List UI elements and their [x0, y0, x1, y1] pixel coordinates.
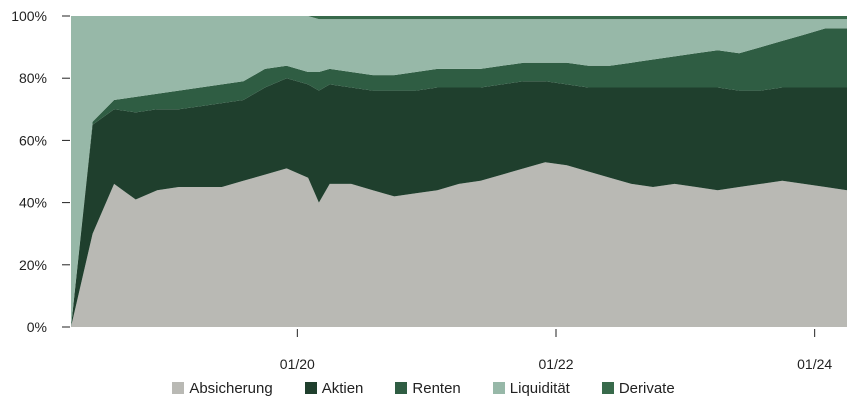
legend-item-renten: Renten: [395, 379, 461, 397]
y-tick-label: 20%: [19, 257, 47, 273]
x-tick-label: 01/24: [797, 356, 832, 372]
series-area-derivate: [71, 16, 847, 20]
legend-label: Aktien: [321, 379, 364, 397]
y-tick-label: 60%: [19, 132, 47, 148]
y-axis: 0% 20% 40% 60% 80% 100%: [11, 8, 70, 335]
stacked-area-chart: 0% 20% 40% 60% 80% 100% 01/20 01/22 01/24: [11, 8, 847, 372]
y-tick-label: 100%: [11, 8, 47, 24]
legend-swatch: [601, 382, 614, 394]
legend-label: Derivate: [618, 379, 675, 397]
legend-item-liquidität: Liquidität: [492, 379, 570, 397]
series-area-renten: [71, 28, 847, 328]
y-tick-label: 80%: [19, 70, 47, 86]
x-tick-label: 01/22: [538, 356, 573, 372]
legend-label: Absicherung: [189, 379, 273, 397]
series-areas: [71, 16, 847, 328]
legend-item-derivate: Derivate: [601, 379, 675, 397]
series-area-liquidität: [71, 16, 847, 327]
series-area-aktien: [71, 78, 847, 327]
series-area-absicherung: [71, 162, 847, 327]
legend-item-aktien: Aktien: [304, 379, 364, 397]
legend-swatch: [172, 382, 185, 394]
y-tick-label: 0%: [27, 319, 47, 335]
y-tick-label: 40%: [19, 195, 47, 211]
legend-swatch: [395, 382, 408, 394]
legend-swatch: [304, 382, 317, 394]
legend-swatch: [492, 382, 505, 394]
x-tick-label: 01/20: [280, 356, 315, 372]
legend-item-absicherung: Absicherung: [172, 379, 273, 397]
legend-label: Liquidität: [509, 379, 570, 397]
legend-label: Renten: [412, 379, 461, 397]
x-axis: 01/20 01/22 01/24: [280, 329, 832, 372]
chart-legend: Absicherung Aktien Renten Liquidität Derivat…: [0, 378, 847, 398]
